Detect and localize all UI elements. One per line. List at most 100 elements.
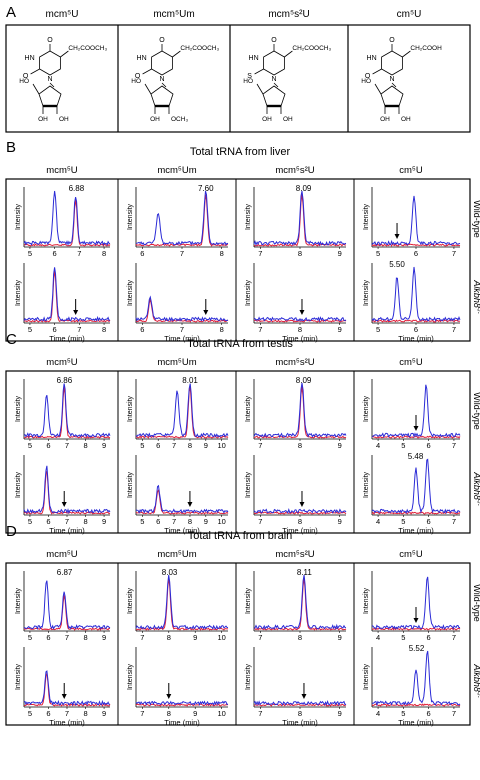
- side-chain-bond: [60, 50, 69, 58]
- x-tick-label: 6: [53, 325, 57, 334]
- row-label-wild-type: Wild-type: [472, 584, 480, 622]
- chromatogram-wt-1: Intensity 5 6 7 8 9 10 8.01: [127, 376, 229, 450]
- x-tick-label: 9: [204, 441, 208, 450]
- chromatogram-wt-0: Intensity 5 6 7 8 6.88: [15, 184, 111, 258]
- panel-a-header-0: mcm⁵U: [45, 9, 78, 20]
- ring-sub-label: S: [247, 73, 252, 80]
- x-tick-label: 5: [28, 249, 32, 258]
- panel-letter: D: [6, 523, 17, 540]
- thio-oxo-bond: [142, 68, 152, 75]
- column-header-2: mcm⁵s²U: [275, 549, 314, 560]
- y-axis-label: Intensity: [363, 395, 370, 422]
- knockout-gene: Alkbh8: [472, 279, 480, 308]
- glycosidic-bond: [391, 82, 397, 88]
- ribose-ring: [262, 85, 286, 107]
- arrow-head: [203, 310, 209, 315]
- y-axis-label: Intensity: [15, 471, 22, 498]
- trace-blue: [23, 267, 111, 322]
- ribose-ring: [150, 85, 174, 107]
- trace-red: [253, 703, 347, 707]
- peak-retention-label: 8.09: [296, 376, 312, 385]
- trace-red: [372, 319, 461, 323]
- x-tick-label: 4: [376, 633, 380, 642]
- trace-blue: [371, 384, 461, 439]
- x-tick-label: 8: [83, 517, 87, 526]
- ho5-label: HO: [243, 78, 253, 85]
- x-axis-title: Time (min): [282, 718, 318, 727]
- x-tick-label: 8: [188, 517, 192, 526]
- chromatogram-ko-2: Intensity 7 8 9 Time (min): [245, 647, 347, 727]
- ho5-label: HO: [19, 78, 29, 85]
- panel-frame: [5, 178, 471, 342]
- x-tick-label: 6: [140, 325, 144, 334]
- column-header-0: mcm⁵U: [46, 357, 78, 368]
- x-tick-label: 7: [452, 325, 456, 334]
- x-tick-label: 5: [140, 441, 144, 450]
- column-header-3: cm⁵U: [399, 357, 423, 368]
- arrow-head: [299, 502, 305, 507]
- knockout-superscript: -/-: [475, 692, 480, 698]
- chromatogram-ko-0: Intensity 5 6 7 8 Time (min): [15, 263, 111, 343]
- panel-frame: [5, 562, 471, 726]
- chromatogram-wt-1: Intensity 6 7 8 7.60: [127, 184, 229, 258]
- oh2-label: OH: [59, 116, 69, 123]
- x-tick-label: 6: [427, 441, 431, 450]
- column-header-1: mcm⁵Um: [157, 549, 196, 560]
- y-axis-label: Intensity: [363, 279, 370, 306]
- trace-red: [371, 243, 461, 247]
- row-label-knockout: Alkbh8-/-: [472, 471, 480, 505]
- x-tick-label: 5: [401, 441, 405, 450]
- glycosidic-bond: [161, 82, 167, 88]
- x-tick-label: 9: [338, 441, 342, 450]
- y-axis-label: Intensity: [245, 395, 252, 422]
- trace-blue: [135, 700, 229, 706]
- panel-letter-a: A: [6, 4, 16, 21]
- x-axis-title: Time (min): [398, 334, 434, 343]
- x-tick-label: 7: [452, 249, 456, 258]
- n1-label: N: [47, 76, 52, 83]
- x-tick-label: 6: [46, 517, 50, 526]
- ho5-label: HO: [361, 78, 371, 85]
- oxygen-label: O: [159, 37, 165, 44]
- y-axis-label: Intensity: [127, 203, 134, 230]
- trace-red: [135, 488, 229, 515]
- hn-label: HN: [137, 55, 147, 62]
- x-tick-label: 9: [102, 517, 106, 526]
- column-header-2: mcm⁵s²U: [275, 165, 314, 176]
- x-tick-label: 8: [298, 325, 302, 334]
- knockout-superscript: -/-: [475, 308, 480, 314]
- y-axis-label: Intensity: [15, 203, 22, 230]
- side-chain-label: CH₂COOH: [410, 45, 442, 52]
- x-tick-label: 7: [452, 517, 456, 526]
- y-axis-label: Intensity: [15, 587, 22, 614]
- x-tick-label: 9: [338, 709, 342, 718]
- trace-blue: [371, 458, 461, 514]
- panel-b: B Total tRNA from liver mcm⁵U mcm⁵Um mcm⁵s²U…: [5, 139, 480, 343]
- x-tick-label: 6: [427, 517, 431, 526]
- chromatogram-ko-0: Intensity 5 6 7 8 9 Time (min): [15, 647, 111, 727]
- ring-sub-label: O: [135, 73, 141, 80]
- trace-red: [253, 511, 347, 515]
- trace-blue: [135, 190, 229, 246]
- x-tick-label: 8: [298, 633, 302, 642]
- n1-label: N: [271, 76, 276, 83]
- trace-red: [135, 703, 229, 707]
- oh2-label: OH: [283, 116, 293, 123]
- row-label-knockout: Alkbh8-/-: [472, 279, 480, 313]
- column-header-2: mcm⁵s²U: [275, 357, 314, 368]
- chromatogram-wt-1: Intensity 7 8 9 10 8.03: [127, 568, 229, 642]
- x-tick-label: 8: [83, 441, 87, 450]
- column-header-0: mcm⁵U: [46, 549, 78, 560]
- trace-blue: [253, 316, 347, 323]
- x-tick-label: 10: [217, 709, 225, 718]
- x-tick-label: 6: [414, 325, 418, 334]
- c5-bond: [144, 83, 152, 95]
- x-tick-label: 6: [156, 517, 160, 526]
- peak-retention-label: 6.88: [69, 184, 85, 193]
- peak-retention-label: 7.60: [198, 184, 214, 193]
- panel-c: C Total tRNA from testis mcm⁵U mcm⁵Um mcm⁵s²…: [5, 331, 480, 535]
- x-tick-label: 5: [376, 325, 380, 334]
- x-tick-label: 8: [298, 517, 302, 526]
- oh2-label: OH: [401, 116, 411, 123]
- x-tick-label: 7: [172, 517, 176, 526]
